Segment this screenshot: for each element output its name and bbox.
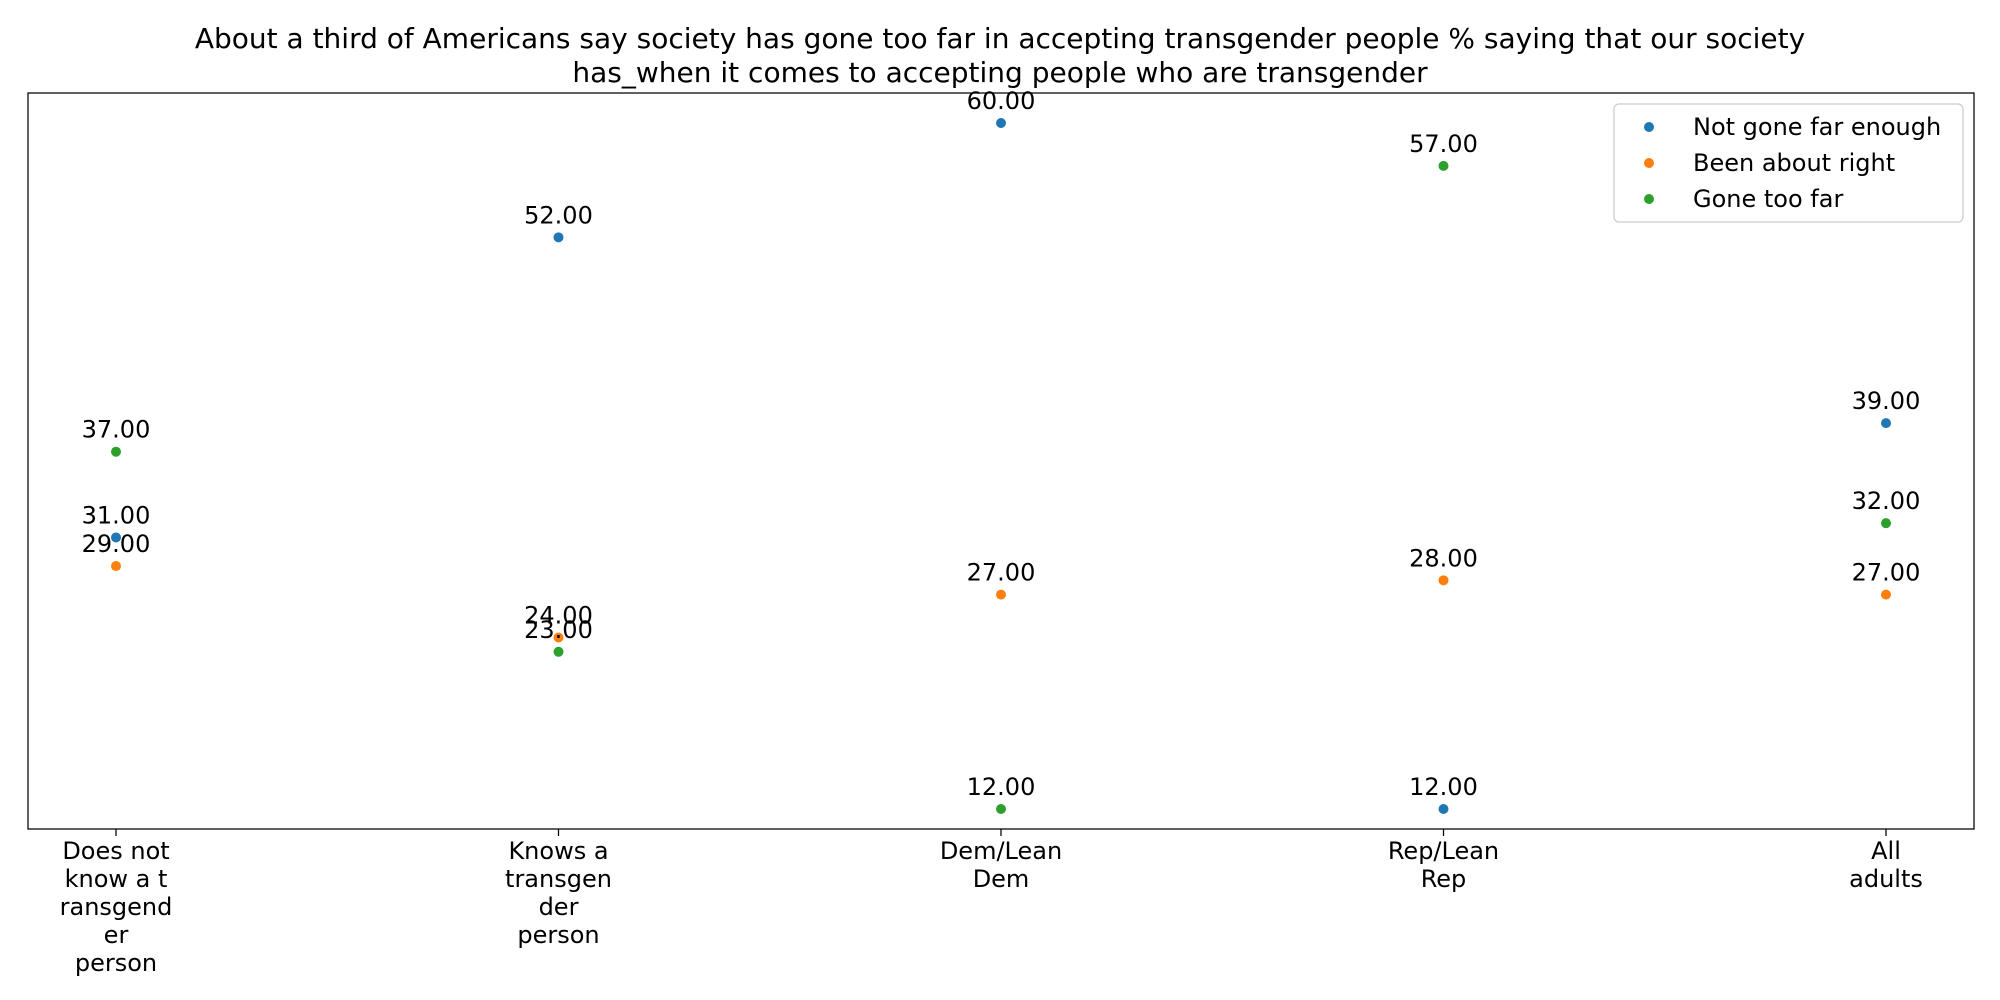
data-point[interactable] xyxy=(996,803,1006,814)
data-label: 39.00 xyxy=(1852,387,1921,415)
data-label: 27.00 xyxy=(1852,559,1921,587)
legend-marker xyxy=(1644,158,1654,168)
x-tick-label: Knows a transgen der person xyxy=(505,837,612,949)
data-point[interactable] xyxy=(1881,589,1891,600)
x-tick-label: Does not know a t ransgend er person xyxy=(60,837,173,977)
legend[interactable]: Not gone far enough Been about right Gone … xyxy=(1613,103,1964,223)
data-point[interactable] xyxy=(1881,418,1891,429)
data-marks: 31.00 52.00 60.00 12.00 39.00 29.00 24.00 27.00… xyxy=(82,87,1921,814)
legend-box xyxy=(1613,103,1964,223)
data-point[interactable] xyxy=(1438,575,1449,586)
x-tick-label: Rep/Lean Rep xyxy=(1388,837,1499,893)
data-label: 31.00 xyxy=(82,501,151,529)
x-tick-label: Dem/Lean Dem xyxy=(940,837,1062,893)
data-label: 52.00 xyxy=(524,201,593,229)
data-point[interactable] xyxy=(996,589,1006,600)
data-label: 60.00 xyxy=(967,87,1036,115)
data-label: 23.00 xyxy=(524,616,593,644)
data-point[interactable] xyxy=(111,561,121,572)
data-label: 37.00 xyxy=(82,416,151,444)
data-label: 32.00 xyxy=(1852,487,1921,515)
legend-marker xyxy=(1644,194,1654,204)
legend-marker xyxy=(1644,122,1654,132)
data-point[interactable] xyxy=(996,118,1006,129)
data-label: 29.00 xyxy=(82,530,151,558)
data-point[interactable] xyxy=(553,632,564,643)
data-point[interactable] xyxy=(553,232,564,243)
data-point[interactable] xyxy=(111,446,121,457)
data-label: 28.00 xyxy=(1409,544,1478,572)
data-label: 24.00 xyxy=(524,601,593,629)
legend-label: Not gone far enough xyxy=(1693,113,1941,141)
x-tick-label: All adults xyxy=(1849,837,1923,893)
series-1: 29.00 24.00 27.00 28.00 27.00 xyxy=(82,530,1921,643)
data-label: 57.00 xyxy=(1409,130,1478,158)
chart-title: About a third of Americans say society h… xyxy=(194,22,1806,89)
legend-label: Gone too far xyxy=(1693,185,1843,213)
data-label: 12.00 xyxy=(967,773,1036,801)
data-point[interactable] xyxy=(111,532,121,543)
legend-label: Been about right xyxy=(1693,149,1895,177)
data-point[interactable] xyxy=(1881,518,1891,529)
data-label: 12.00 xyxy=(1409,773,1478,801)
series-0: 31.00 52.00 60.00 12.00 39.00 xyxy=(82,87,1921,814)
data-point[interactable] xyxy=(553,646,564,657)
data-label: 27.00 xyxy=(967,559,1036,587)
data-point[interactable] xyxy=(1438,160,1449,171)
data-point[interactable] xyxy=(1438,803,1449,814)
series-2: 37.00 23.00 12.00 57.00 32.00 xyxy=(82,130,1921,814)
